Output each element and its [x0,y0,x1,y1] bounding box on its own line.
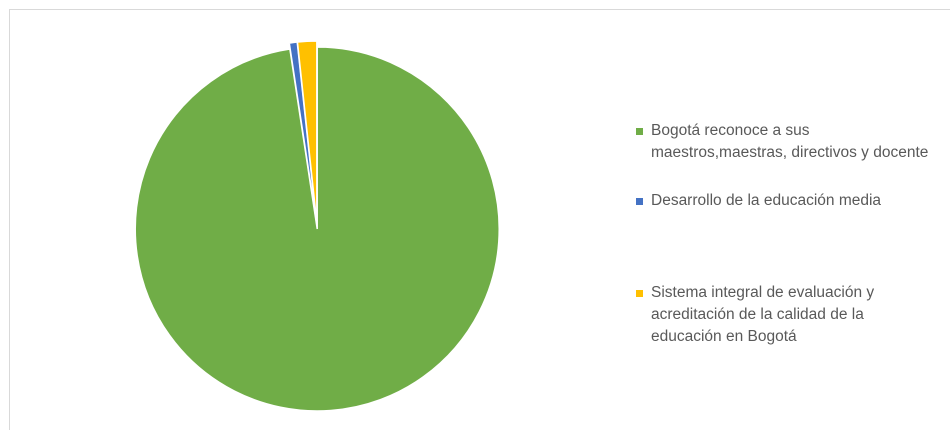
legend-label: Bogotá reconoce a sus maestros,maestras,… [651,122,929,161]
plot-frame [9,9,950,430]
legend-swatch [636,290,643,297]
legend-item: Desarrollo de la educación media [636,190,881,212]
legend-label: Sistema integral de evaluación y acredit… [651,284,875,345]
legend-swatch [636,198,643,205]
legend-swatch [636,128,643,135]
pie-slice [296,40,318,224]
pie-slice [134,46,500,412]
legend-label: Desarrollo de la educación media [651,192,882,209]
legend-item: Sistema integral de evaluación y acredit… [636,282,936,348]
legend-item: Bogotá reconoce a sus maestros,maestras,… [636,120,936,164]
